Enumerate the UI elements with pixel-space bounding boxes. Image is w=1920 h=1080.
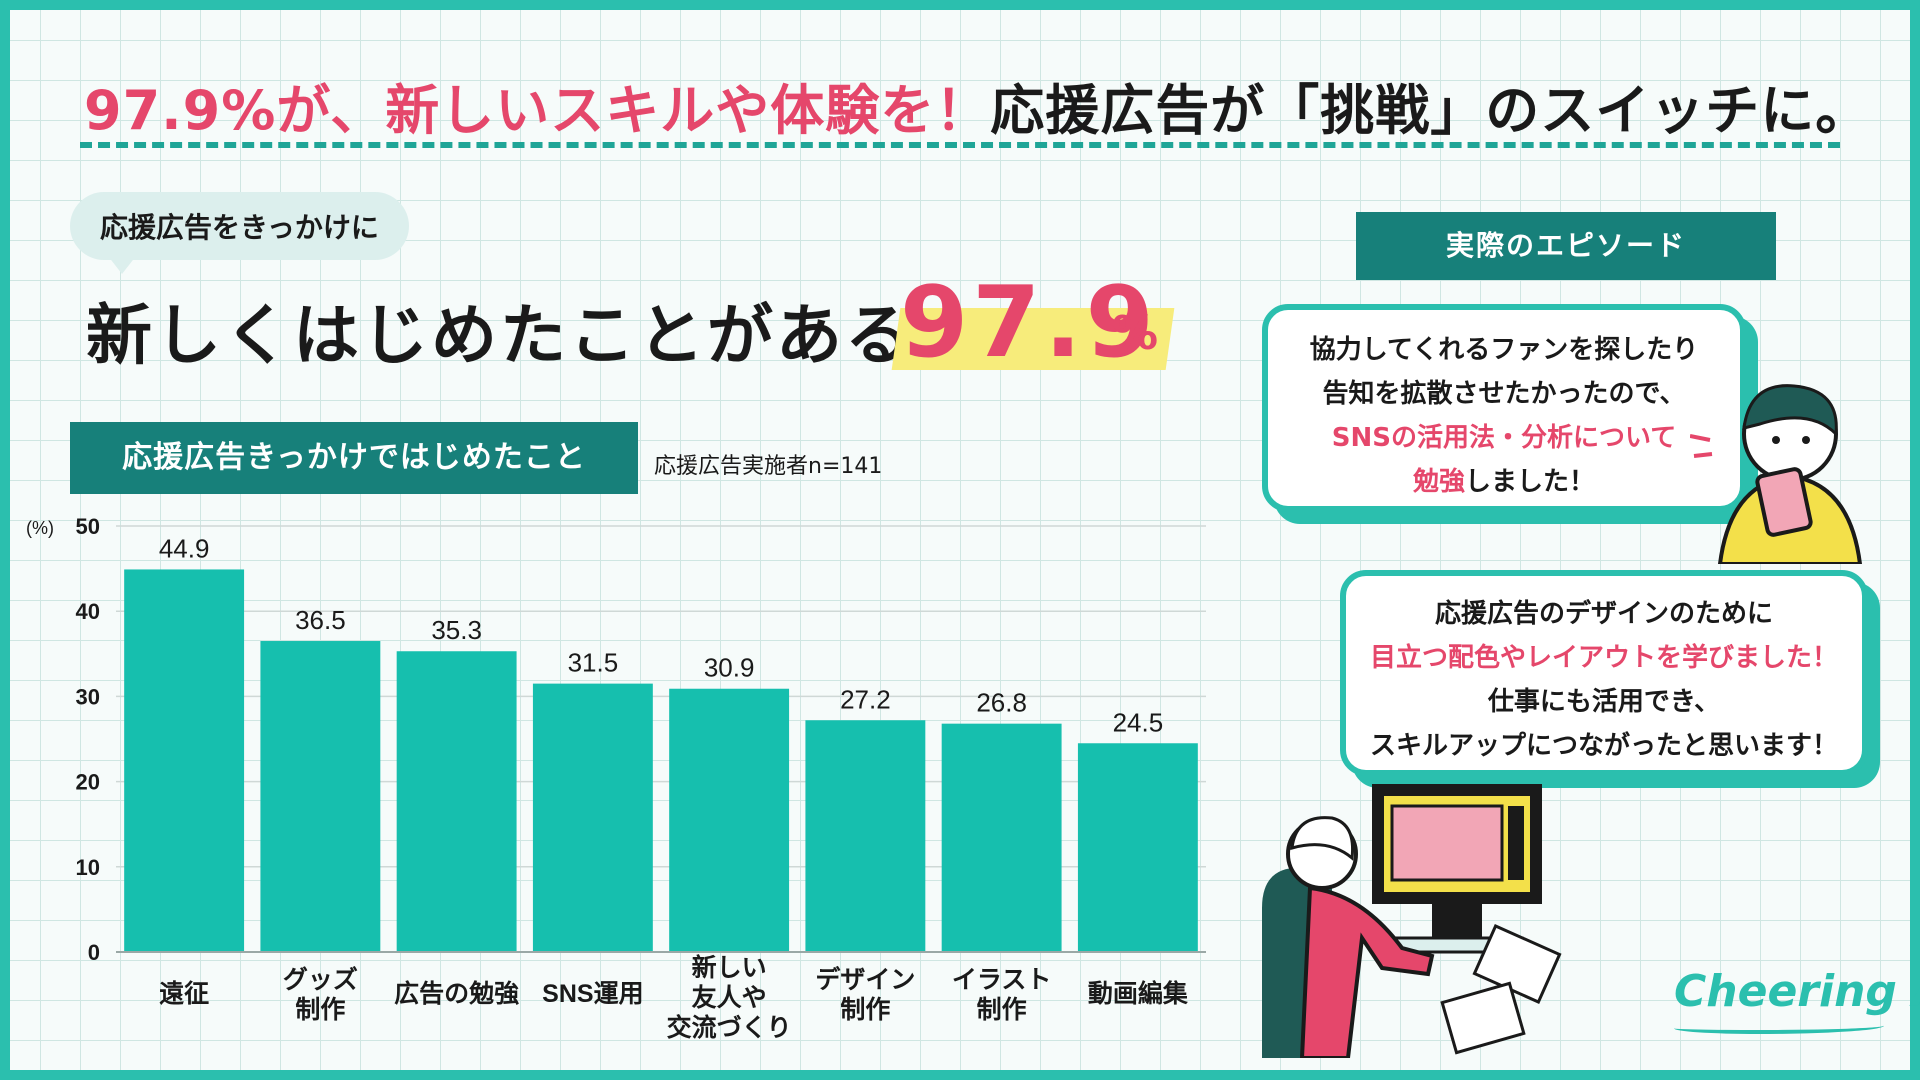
chart-section-label: 応援広告きっかけではじめたこと	[70, 422, 638, 494]
headline-divider	[80, 142, 1840, 148]
x-category-label: 交流づくり	[667, 1013, 792, 1042]
x-category-label: 友人や	[692, 984, 767, 1012]
x-category-label: デザイン	[815, 965, 915, 994]
episode2-line4: スキルアップにつながったと思います！	[1369, 731, 1838, 761]
bar-value-label: 26.8	[976, 688, 1027, 718]
episode1-line4-rest: しました！	[1465, 467, 1596, 497]
headline: 97.9%が、新しいスキルや体験を！応援広告が「挑戦」のスイッチに。	[84, 66, 1870, 145]
bar-value-label: 30.9	[704, 653, 755, 683]
headline-highlight: 97.9%が、新しいスキルや体験を！	[84, 79, 991, 142]
sample-note: 応援広告実施者n=141	[654, 454, 883, 479]
x-category-label: グッズ	[283, 965, 358, 994]
episode1-line1: 協力してくれるファンを探したり	[1309, 335, 1699, 365]
intro-bubble: 応援広告をきっかけに	[70, 192, 409, 274]
x-category-label: 広告の勉強	[394, 979, 519, 1008]
episode-title: 実際のエピソード	[1356, 212, 1776, 280]
x-category-label: 動画編集	[1088, 979, 1189, 1008]
headline-main: 応援広告が「挑戦」のスイッチに。	[990, 79, 1871, 142]
bar-chart: 01020304050(%)44.9遠征36.5グッズ制作35.3広告の勉強31…	[26, 514, 1206, 1042]
x-category-label: 制作	[295, 996, 345, 1024]
y-tick-label: 20	[76, 770, 100, 795]
main-statement: 新しくはじめたことがある	[86, 297, 914, 374]
bar	[396, 651, 517, 952]
bar-value-label: 35.3	[431, 615, 482, 645]
y-tick-label: 40	[76, 599, 100, 624]
episode1-line2: 告知を拡散させたかったので、	[1322, 379, 1686, 409]
logo-swoosh	[1674, 1020, 1884, 1034]
episode1-line4-highlight: 勉強	[1412, 467, 1465, 497]
y-unit-label: (%)	[26, 518, 54, 538]
episode1-line4: 勉強しました！	[1268, 460, 1740, 504]
brand-logo: Cheering AD	[1674, 966, 1920, 1017]
y-tick-label: 0	[88, 940, 100, 965]
bar-value-label: 24.5	[1113, 707, 1164, 737]
x-category-label: SNS運用	[542, 980, 643, 1008]
x-category-label: イラスト	[952, 966, 1052, 994]
episode2-line1: 応援広告のデザインのために	[1434, 599, 1773, 629]
bar	[260, 641, 381, 952]
episode-card-2: 応援広告のデザインのために 目立つ配色やレイアウトを学びました！ 仕事にも活用で…	[1340, 570, 1868, 776]
y-tick-label: 50	[76, 514, 100, 539]
bar-value-label: 44.9	[159, 533, 210, 563]
bar-value-label: 27.2	[840, 684, 891, 714]
x-category-label: 制作	[977, 996, 1027, 1024]
designer-illustration	[1262, 784, 1562, 1058]
stat-unit: %	[1112, 306, 1159, 360]
bar	[805, 720, 926, 952]
bar	[124, 569, 245, 952]
x-category-label: 新しい	[692, 953, 767, 982]
bar	[669, 688, 790, 952]
x-category-label: 制作	[840, 996, 890, 1024]
episode2-line3: 仕事にも活用でき、	[1487, 687, 1721, 717]
x-category-label: 遠征	[159, 979, 209, 1008]
episode-card-1: 協力してくれるファンを探したり 告知を拡散させたかったので、 SNSの活用法・分…	[1262, 304, 1746, 512]
episode2-line2: 目立つ配色やレイアウトを学びました！	[1369, 643, 1838, 673]
woman-phone-illustration	[1690, 384, 1863, 564]
stat-value: 97.9	[900, 266, 1158, 380]
bar	[532, 683, 653, 952]
y-tick-label: 10	[76, 855, 100, 880]
bar	[941, 723, 1062, 952]
bar	[1077, 743, 1198, 952]
episode1-line3: SNSの活用法・分析について	[1331, 423, 1677, 453]
y-tick-label: 30	[76, 684, 100, 709]
bar-value-label: 31.5	[568, 648, 619, 678]
bar-value-label: 36.5	[295, 605, 346, 635]
